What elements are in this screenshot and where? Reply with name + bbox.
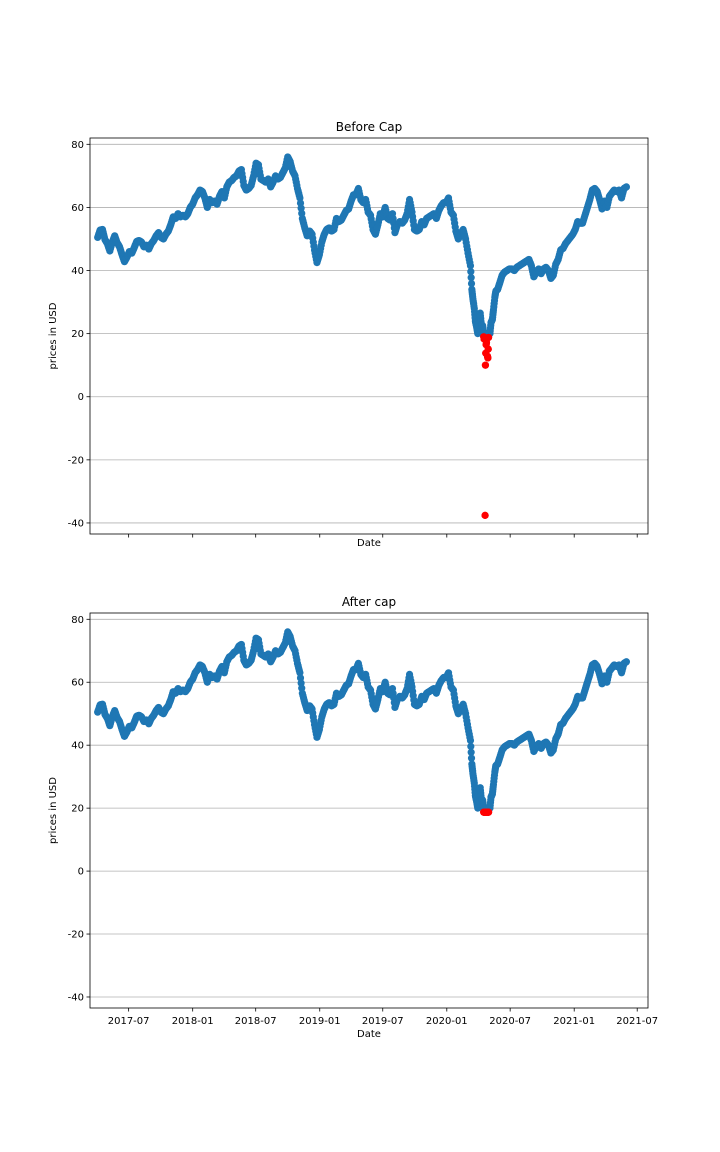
- highlight-point: [484, 808, 493, 816]
- y-tick-label: -40: [68, 518, 84, 529]
- data-point: [467, 274, 475, 282]
- x-tick-label: 2021-01: [553, 1016, 595, 1027]
- y-axis-label: prices in USD: [48, 302, 59, 369]
- data-point: [310, 717, 318, 725]
- data-point: [489, 783, 497, 791]
- series-highlight: [480, 808, 493, 816]
- y-tick-label: 20: [71, 329, 84, 340]
- data-point: [466, 733, 474, 741]
- y-tick-label: 40: [71, 266, 84, 277]
- highlight-point: [484, 354, 492, 362]
- x-tick-label: 2021-07: [616, 1016, 658, 1027]
- highlight-point: [480, 335, 488, 343]
- y-tick-label: 80: [71, 140, 84, 151]
- data-point: [463, 720, 472, 728]
- chart-panel-2: 80 60 40 20 0 -20 -40 2017-07 2018-01 2018-07 2019…: [48, 595, 658, 1040]
- x-tick-label: 2018-07: [235, 1016, 277, 1027]
- data-point: [249, 649, 257, 657]
- highlight-point: [484, 345, 492, 353]
- data-point: [407, 680, 415, 688]
- data-point: [622, 658, 630, 666]
- data-point: [461, 233, 469, 241]
- highlight-point: [481, 511, 489, 519]
- data-point: [467, 748, 475, 756]
- x-axis-label: Date: [357, 538, 381, 549]
- y-tick-label: 20: [71, 804, 84, 815]
- y-tick-label: 60: [71, 203, 84, 214]
- data-point: [467, 279, 476, 288]
- x-tick-label: 2020-01: [426, 1016, 468, 1027]
- data-point: [489, 308, 497, 316]
- series-highlight: [480, 333, 493, 519]
- data-point: [467, 754, 476, 762]
- data-point: [466, 259, 474, 267]
- data-point: [298, 684, 306, 692]
- data-point: [467, 742, 475, 750]
- data-point: [467, 268, 475, 276]
- data-point: [310, 242, 318, 250]
- highlight-point: [481, 361, 490, 369]
- chart-title: Before Cap: [336, 120, 402, 134]
- chart-panel-1: 80 60 40 20 0 -20 -40 Before Cap Date prices in U…: [48, 120, 649, 549]
- chart-title: After cap: [342, 595, 396, 609]
- y-tick-label: 40: [71, 741, 84, 752]
- y-tick-label: 80: [71, 615, 84, 626]
- x-tick-label: 2019-07: [362, 1016, 404, 1027]
- y-tick-label: 0: [78, 392, 84, 403]
- y-tick-label: 0: [78, 867, 84, 878]
- data-point: [249, 174, 257, 182]
- series-1: [94, 628, 631, 812]
- data-point: [463, 246, 472, 254]
- data-point: [470, 302, 478, 310]
- data-point: [295, 191, 303, 200]
- y-tick-label: -20: [68, 455, 84, 466]
- data-point: [622, 183, 630, 191]
- axes-frame: [89, 612, 649, 1009]
- y-tick-label: 60: [71, 678, 84, 689]
- data-point: [461, 707, 469, 715]
- data-point: [451, 698, 459, 706]
- y-tick-label: -20: [68, 930, 84, 941]
- axes-frame: [89, 137, 649, 535]
- y-axis-label: prices in USD: [48, 777, 59, 844]
- data-point: [470, 776, 478, 785]
- data-point: [451, 223, 459, 231]
- data-point: [293, 656, 301, 664]
- data-point: [293, 181, 301, 189]
- data-point: [298, 209, 306, 217]
- x-tick-label: 2020-07: [489, 1016, 531, 1027]
- data-point: [295, 666, 303, 675]
- data-point: [407, 205, 415, 213]
- series-1: [94, 153, 631, 338]
- x-axis-label: Date: [357, 1029, 381, 1040]
- x-tick-label: 2017-07: [108, 1016, 150, 1027]
- x-tick-label: 2019-01: [299, 1016, 341, 1027]
- y-tick-label: -40: [68, 992, 84, 1003]
- x-tick-label: 2018-01: [172, 1016, 214, 1027]
